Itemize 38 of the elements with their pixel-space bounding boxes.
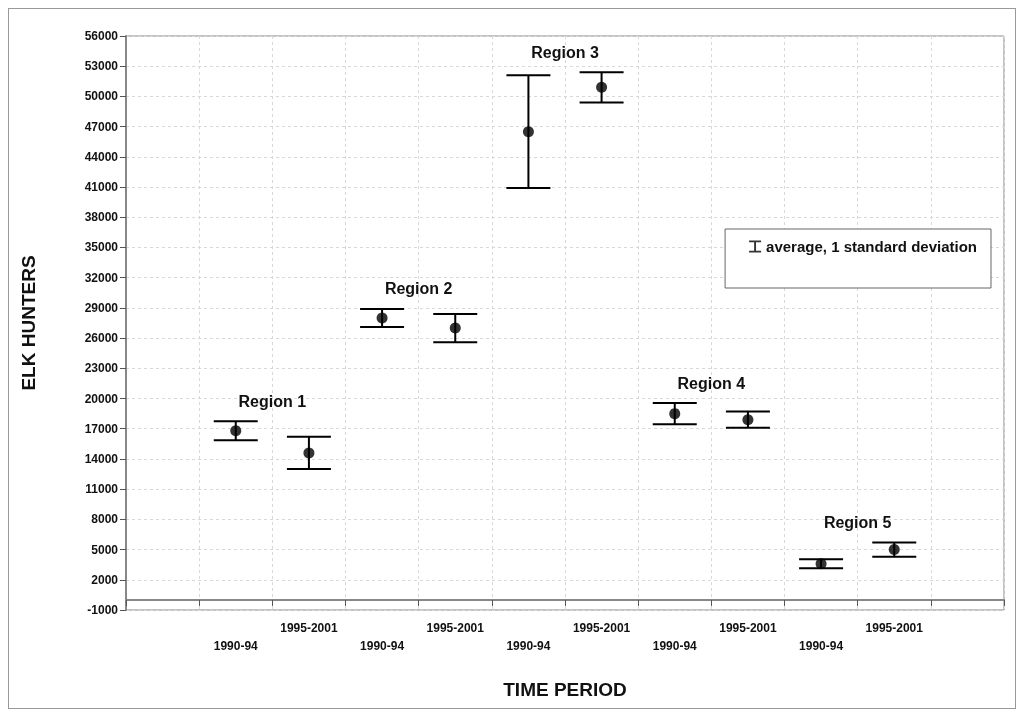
y-tick-label: 5000 [91,542,119,557]
x-tick-label: 1990-94 [799,639,844,653]
y-tick-label: 32000 [84,270,119,285]
y-tick-label: 2000 [91,572,119,587]
y-tick-label: 56000 [84,29,119,43]
x-axis-title: TIME PERIOD [503,679,627,700]
x-tick-label: 1995-2001 [426,621,485,635]
annotation: Region 3 [531,43,599,61]
y-tick-label: -1000 [87,603,119,617]
legend-label: average, 1 standard deviation [766,238,978,255]
x-tick-label: 1990-94 [213,639,259,653]
y-tick-label: 20000 [84,391,119,406]
y-tick-label: 17000 [84,421,119,436]
y-tick-label: 44000 [84,149,119,164]
y-tick-label: 14000 [84,451,119,466]
y-tick-label: 11000 [85,482,119,497]
y-tick-label: 26000 [84,331,119,346]
x-tick-label: 1995-2001 [719,621,777,635]
y-tick-label: 50000 [84,89,119,104]
x-tick-label: 1990-94 [506,639,551,653]
y-tick-label: 35000 [84,240,119,255]
y-tick-label: 47000 [84,119,119,134]
y-tick-label: 53000 [84,59,119,74]
y-tick-label: 41000 [84,180,119,195]
y-tick-label: 8000 [91,512,119,527]
y-tick-label: 23000 [84,361,119,376]
annotation: Region 4 [677,374,746,392]
y-axis-title: ELK HUNTERS [18,255,39,391]
x-tick-label: 1995-2001 [280,621,338,635]
annotation: Region 5 [823,514,892,532]
y-tick-label: 38000 [84,210,119,225]
x-tick-label: 1990-94 [360,639,405,653]
y-tick-label: 29000 [84,300,119,315]
x-tick-label: 1990-94 [652,639,698,653]
annotation: Region 1 [238,392,307,410]
x-tick-label: 1995-2001 [865,621,924,635]
x-tick-label: 1995-2001 [572,621,631,635]
annotation: Region 2 [384,280,453,298]
